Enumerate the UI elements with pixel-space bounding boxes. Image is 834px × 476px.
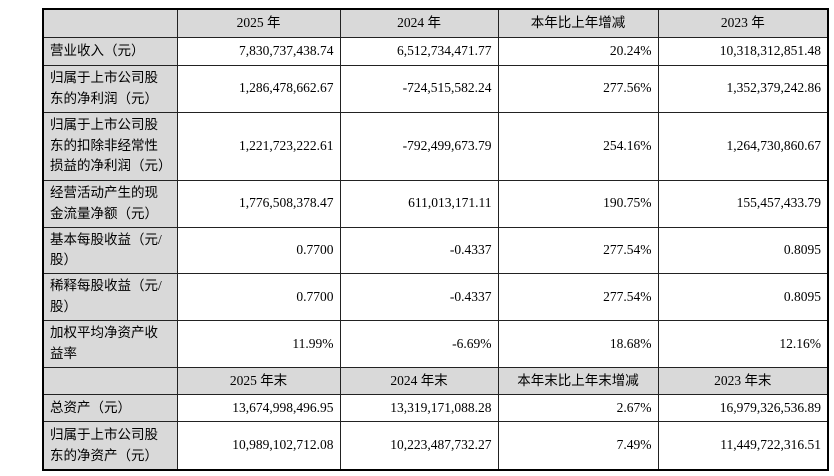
row-label-basic-eps: 基本每股收益（元/股） (42, 226, 178, 275)
cell-net-assets-2024: 10,223,487,732.27 (339, 421, 499, 471)
cell-weighted-avg-roe-2024: -6.69% (339, 320, 499, 369)
header-empty-cell (42, 8, 178, 38)
cell-revenue-2025: 7,830,737,438.74 (176, 36, 341, 66)
cell-basic-eps-2023: 0.8095 (657, 226, 829, 275)
cell-basic-eps-2024: -0.4337 (339, 226, 499, 275)
cell-net-profit-change: 277.56% (497, 64, 659, 113)
row-label-net-profit: 归属于上市公司股东的净利润（元） (42, 64, 178, 113)
cell-basic-eps-change: 277.54% (497, 226, 659, 275)
row-label-weighted-avg-roe: 加权平均净资产收益率 (42, 320, 178, 369)
cell-operating-cash-flow-change: 190.75% (497, 179, 659, 228)
row-label-diluted-eps: 稀释每股收益（元/股） (42, 273, 178, 322)
cell-diluted-eps-2025: 0.7700 (176, 273, 341, 322)
table-row-basic-eps: 基本每股收益（元/股） 0.7700 -0.4337 277.54% 0.809… (42, 226, 829, 275)
column-header-2024: 2024 年 (339, 8, 499, 38)
cell-total-assets-2025: 13,674,998,496.95 (176, 394, 341, 423)
cell-weighted-avg-roe-2023: 12.16% (657, 320, 829, 369)
cell-deducted-net-profit-2024: -792,499,673.79 (339, 111, 499, 181)
column-header-2025: 2025 年 (176, 8, 341, 38)
column-header-2023: 2023 年 (657, 8, 829, 38)
row-label-net-assets: 归属于上市公司股东的净资产（元） (42, 421, 178, 471)
row-label-revenue: 营业收入（元） (42, 36, 178, 66)
cell-net-assets-2025: 10,989,102,712.08 (176, 421, 341, 471)
cell-basic-eps-2025: 0.7700 (176, 226, 341, 275)
header-empty-cell-balance (42, 367, 178, 396)
cell-weighted-avg-roe-2025: 11.99% (176, 320, 341, 369)
column-header-2023-end: 2023 年末 (657, 367, 829, 396)
table-row-net-profit: 归属于上市公司股东的净利润（元） 1,286,478,662.67 -724,5… (42, 64, 829, 113)
cell-operating-cash-flow-2023: 155,457,433.79 (657, 179, 829, 228)
row-label-total-assets: 总资产（元） (42, 394, 178, 423)
cell-net-profit-2023: 1,352,379,242.86 (657, 64, 829, 113)
table-header-period-row: 2025 年 2024 年 本年比上年增减 2023 年 (42, 8, 829, 38)
table-row-operating-cash-flow: 经营活动产生的现金流量净额（元） 1,776,508,378.47 611,01… (42, 179, 829, 228)
cell-deducted-net-profit-2023: 1,264,730,860.67 (657, 111, 829, 181)
cell-diluted-eps-change: 277.54% (497, 273, 659, 322)
cell-deducted-net-profit-change: 254.16% (497, 111, 659, 181)
cell-net-profit-2025: 1,286,478,662.67 (176, 64, 341, 113)
row-label-operating-cash-flow: 经营活动产生的现金流量净额（元） (42, 179, 178, 228)
table-row-weighted-avg-roe: 加权平均净资产收益率 11.99% -6.69% 18.68% 12.16% (42, 320, 829, 369)
table-header-balance-row: 2025 年末 2024 年末 本年末比上年末增减 2023 年末 (42, 367, 829, 396)
column-header-2025-end: 2025 年末 (176, 367, 341, 396)
table-row-diluted-eps: 稀释每股收益（元/股） 0.7700 -0.4337 277.54% 0.809… (42, 273, 829, 322)
cell-diluted-eps-2024: -0.4337 (339, 273, 499, 322)
row-label-deducted-net-profit: 归属于上市公司股东的扣除非经常性损益的净利润（元） (42, 111, 178, 181)
cell-revenue-2024: 6,512,734,471.77 (339, 36, 499, 66)
column-header-2024-end: 2024 年末 (339, 367, 499, 396)
column-header-yoy-change: 本年比上年增减 (497, 8, 659, 38)
cell-revenue-change: 20.24% (497, 36, 659, 66)
cell-total-assets-change: 2.67% (497, 394, 659, 423)
cell-total-assets-2024: 13,319,171,088.28 (339, 394, 499, 423)
cell-net-assets-2023: 11,449,722,316.51 (657, 421, 829, 471)
table-row-deducted-net-profit: 归属于上市公司股东的扣除非经常性损益的净利润（元） 1,221,723,222.… (42, 111, 829, 181)
cell-revenue-2023: 10,318,312,851.48 (657, 36, 829, 66)
table-row-total-assets: 总资产（元） 13,674,998,496.95 13,319,171,088.… (42, 394, 829, 423)
cell-total-assets-2023: 16,979,326,536.89 (657, 394, 829, 423)
cell-deducted-net-profit-2025: 1,221,723,222.61 (176, 111, 341, 181)
financial-summary-table: 2025 年 2024 年 本年比上年增减 2023 年 营业收入（元） 7,8… (42, 8, 829, 471)
cell-operating-cash-flow-2025: 1,776,508,378.47 (176, 179, 341, 228)
table-row-net-assets: 归属于上市公司股东的净资产（元） 10,989,102,712.08 10,22… (42, 421, 829, 471)
cell-diluted-eps-2023: 0.8095 (657, 273, 829, 322)
column-header-end-change: 本年末比上年末增减 (497, 367, 659, 396)
cell-net-assets-change: 7.49% (497, 421, 659, 471)
cell-net-profit-2024: -724,515,582.24 (339, 64, 499, 113)
table-row-revenue: 营业收入（元） 7,830,737,438.74 6,512,734,471.7… (42, 36, 829, 66)
cell-operating-cash-flow-2024: 611,013,171.11 (339, 179, 499, 228)
cell-weighted-avg-roe-change: 18.68% (497, 320, 659, 369)
